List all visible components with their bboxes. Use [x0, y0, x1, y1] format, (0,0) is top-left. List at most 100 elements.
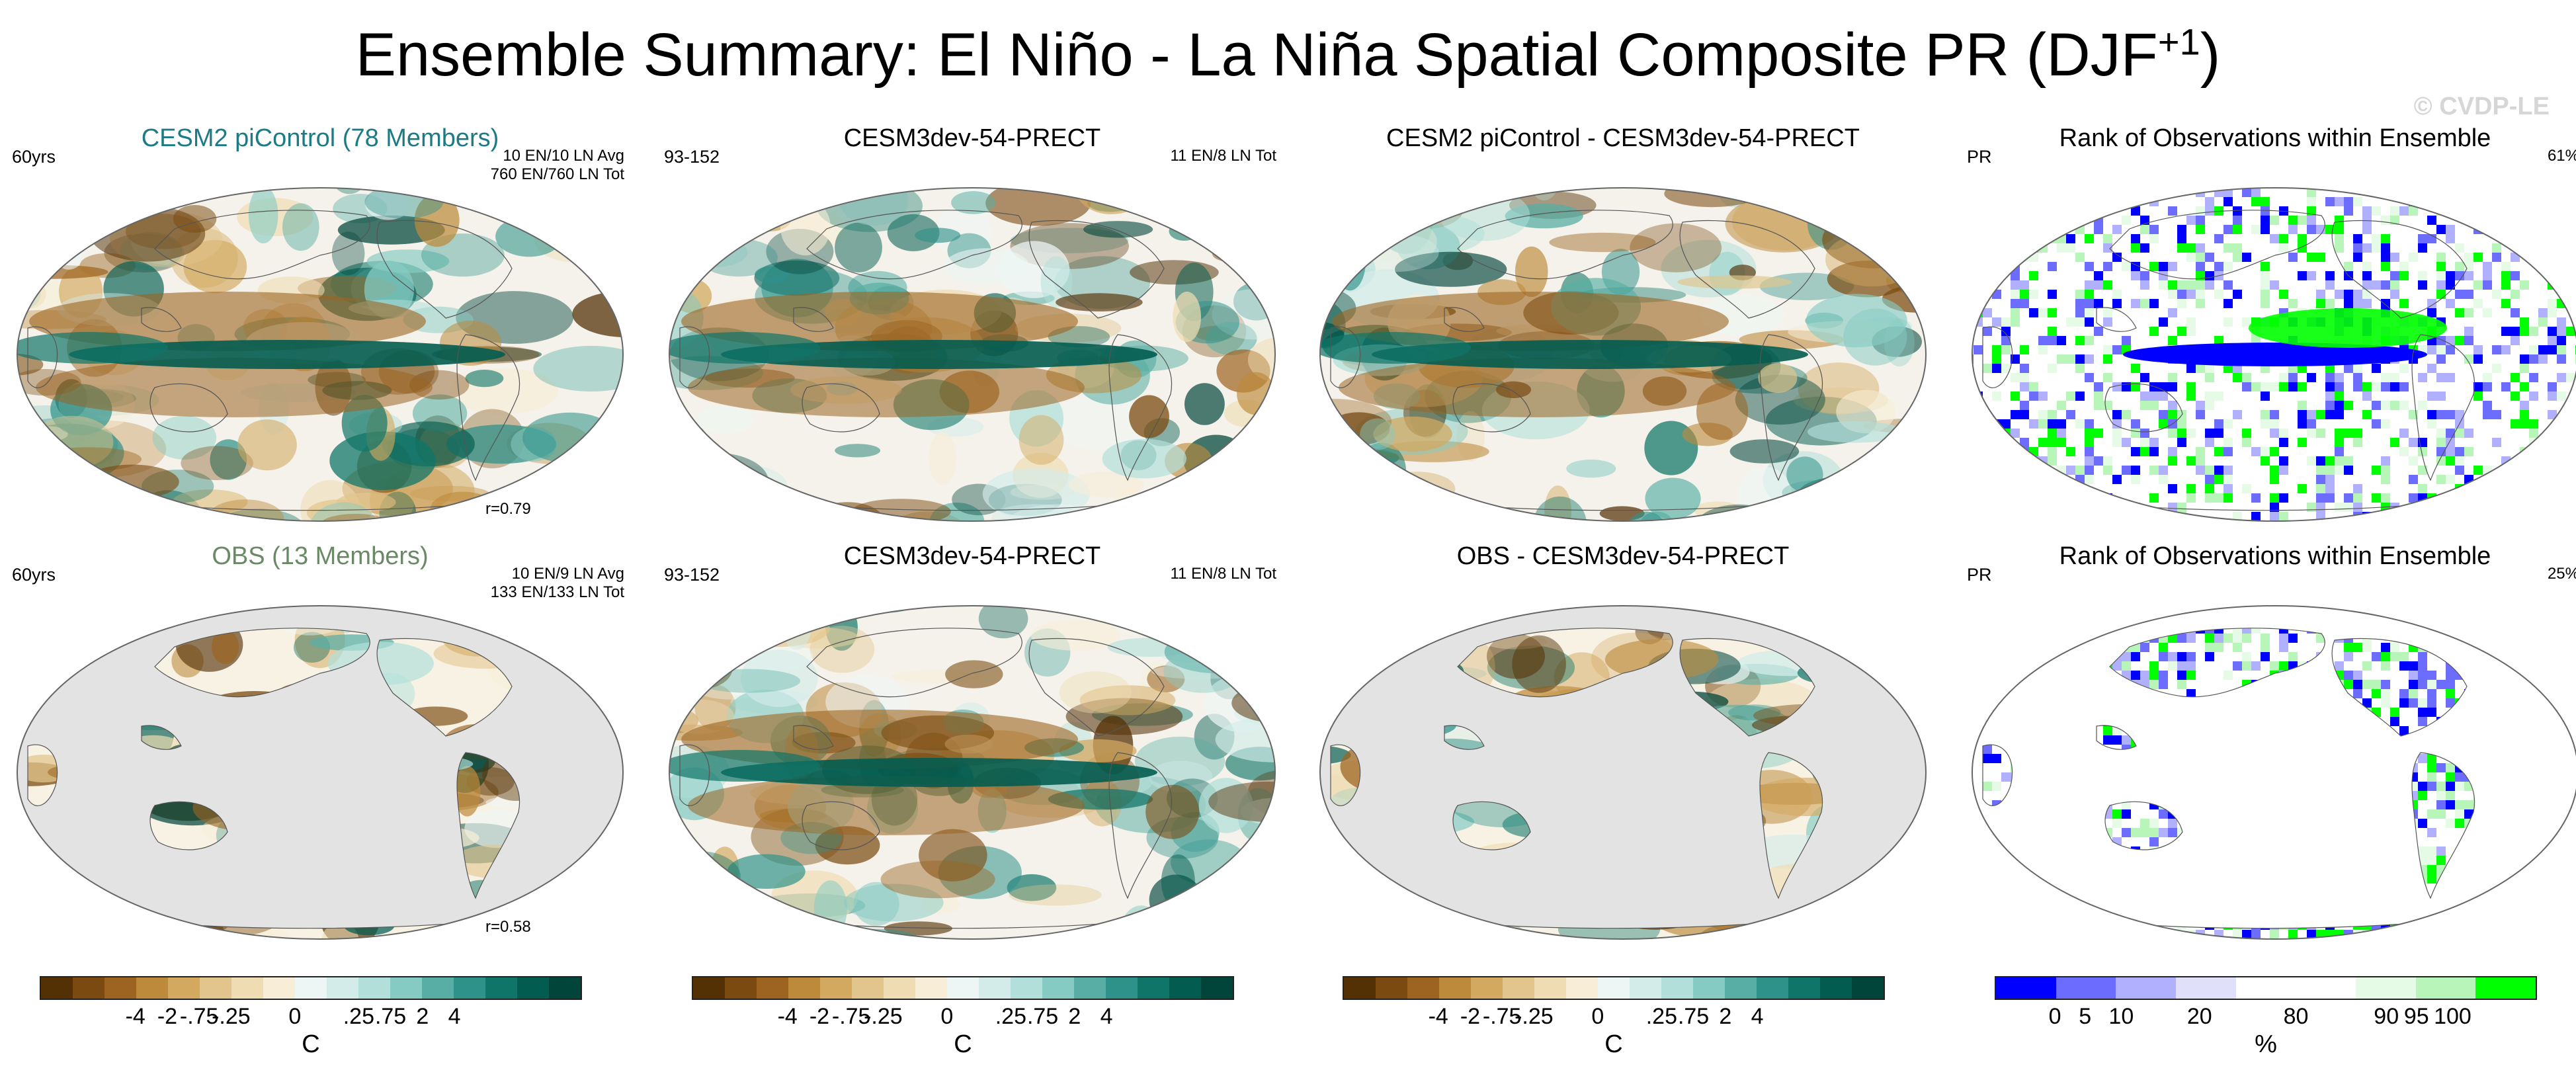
colorbar-unit: C: [954, 1030, 972, 1058]
colorbar-label: 95: [2403, 1004, 2429, 1029]
panel-r1c3: CESM2 piControl - CESM3dev-54-PRECT: [1312, 124, 1934, 548]
colorbar-swatch: [1439, 977, 1471, 999]
colorbar-label: .75: [1677, 1004, 1710, 1029]
colorbar-unit: C: [302, 1030, 320, 1058]
panel-r2c1: OBS (13 Members) 60yrs 10 EN/9 LN Avg 133 E…: [9, 542, 631, 966]
colorbar-swatch: [549, 977, 581, 999]
colorbar-label: 2: [1068, 1004, 1081, 1029]
colorbar-swatch: [1201, 977, 1233, 999]
colorbar-swatch: [454, 977, 485, 999]
panel-r2c4: Rank of Observations within Ensemble PR 25…: [1964, 542, 2576, 966]
colorbar-swatch: [1074, 977, 1106, 999]
colorbar-swatch: [788, 977, 820, 999]
colorbar-label: .25: [1645, 1004, 1677, 1029]
colorbar-swatch: [231, 977, 263, 999]
colorbar-swatch: [1598, 977, 1630, 999]
colorbar-swatch: [1566, 977, 1598, 999]
colorbar: -4 -2 -.75 -.25 0 .25.75 2 4 C: [40, 976, 589, 1058]
colorbar-label: 2: [416, 1004, 429, 1029]
colorbar-swatch: [1344, 977, 1376, 999]
colorbar-label: .25: [995, 1004, 1026, 1029]
colorbar-swatch: [725, 977, 757, 999]
colorbar-label: -2: [1460, 1004, 1481, 1029]
colorbar-swatch: [200, 977, 231, 999]
colorbar-swatch: [1725, 977, 1757, 999]
colorbar-swatch: [1534, 977, 1566, 999]
panel-title: Rank of Observations within Ensemble: [2059, 542, 2491, 570]
colorbar-swatch: [1407, 977, 1439, 999]
colorbar-label: -.75: [831, 1004, 871, 1029]
colorbar-label: .75: [1026, 1004, 1059, 1029]
panel-correlation: r=0.58: [485, 918, 531, 936]
colorbar-swatch: [295, 977, 327, 999]
colorbar-swatch: [1138, 977, 1169, 999]
colorbar-swatch: [2475, 977, 2536, 999]
colorbar-swatch: [390, 977, 422, 999]
colorbar-swatch: [1011, 977, 1042, 999]
colorbar-swatch: [517, 977, 549, 999]
colorbar-swatch: [1376, 977, 1407, 999]
colorbar-swatch: [884, 977, 915, 999]
colorbar-swatch: [41, 977, 73, 999]
colorbar-label: 0: [940, 1004, 954, 1029]
colorbar-label: 80: [2283, 1004, 2309, 1029]
colorbar-swatch: [2235, 977, 2296, 999]
colorbar-swatch: [1169, 977, 1201, 999]
colorbar-swatch: [1820, 977, 1852, 999]
colorbar-label: 10: [2108, 1004, 2134, 1029]
colorbar-swatch: [485, 977, 517, 999]
world-map: [1312, 169, 1934, 543]
colorbar-swatch: [757, 977, 788, 999]
colorbar-swatch: [979, 977, 1011, 999]
colorbar-swatch: [2415, 977, 2476, 999]
colorbar-swatch: [852, 977, 884, 999]
colorbar-swatch: [1503, 977, 1534, 999]
colorbar-unit: %: [2255, 1030, 2277, 1058]
colorbar-label: -.25: [1515, 1004, 1554, 1029]
colorbar-swatch: [422, 977, 454, 999]
panel-title: Rank of Observations within Ensemble: [2059, 124, 2491, 152]
colorbar-swatch: [1788, 977, 1820, 999]
colorbar-label: -2: [809, 1004, 830, 1029]
colorbar-label: -.25: [864, 1004, 903, 1029]
panel-left-label: PR: [1967, 565, 1992, 585]
panel-title: OBS (13 Members): [212, 542, 429, 570]
figure-title: Ensemble Summary: El Niño - La Niña Spat…: [355, 21, 2221, 89]
colorbar-swatch: [1852, 977, 1884, 999]
colorbar-unit: C: [1604, 1030, 1623, 1058]
colorbar-swatch: [947, 977, 979, 999]
panel-right-label: 10 EN/10 LN Avg 760 EN/760 LN Tot: [490, 147, 624, 183]
colorbar-swatch: [1996, 977, 2056, 999]
colorbar-swatch: [2116, 977, 2177, 999]
panel-r2c2: CESM3dev-54-PRECT 93-152 11 EN/8 LN Tot: [661, 542, 1283, 966]
colorbar-swatch: [915, 977, 947, 999]
panel-left-label: 60yrs: [12, 565, 56, 585]
panel-right-label: 61%: [2547, 147, 2576, 165]
colorbar-label: -.75: [1482, 1004, 1522, 1029]
world-map: [1964, 587, 2576, 961]
panel-r1c2: CESM3dev-54-PRECT 93-152 11 EN/8 LN Tot: [661, 124, 1283, 548]
panel-right-label: 11 EN/8 LN Tot: [1170, 565, 1276, 583]
colorbar-label: 0: [2048, 1004, 2061, 1029]
panel-right-label: 11 EN/8 LN Tot: [1170, 147, 1276, 165]
colorbar-label: 4: [448, 1004, 461, 1029]
colorbar-label: 2: [1719, 1004, 1732, 1029]
colorbar-label: 5: [2079, 1004, 2092, 1029]
colorbar-label: -2: [157, 1004, 178, 1029]
colorbar-swatch: [693, 977, 725, 999]
colorbar-swatch: [1757, 977, 1788, 999]
panel-correlation: r=0.79: [485, 500, 531, 518]
colorbar-swatch: [2056, 977, 2116, 999]
colorbar-swatch: [1661, 977, 1693, 999]
colorbar-label: -.25: [212, 1004, 251, 1029]
colorbar-swatch: [263, 977, 295, 999]
colorbar: -4 -2 -.75 -.25 0 .25.75 2 4 C: [1343, 976, 1891, 1058]
colorbar-label: -4: [777, 1004, 798, 1029]
colorbar-label: 0: [1591, 1004, 1604, 1029]
colorbar-label: .75: [374, 1004, 407, 1029]
colorbar-label: 20: [2186, 1004, 2212, 1029]
colorbar: -4 -2 -.75 -.25 0 .25.75 2 4 C: [692, 976, 1241, 1058]
colorbar-label: 4: [1751, 1004, 1764, 1029]
panel-title: CESM2 piControl (78 Members): [141, 124, 499, 152]
colorbar-swatch: [136, 977, 168, 999]
